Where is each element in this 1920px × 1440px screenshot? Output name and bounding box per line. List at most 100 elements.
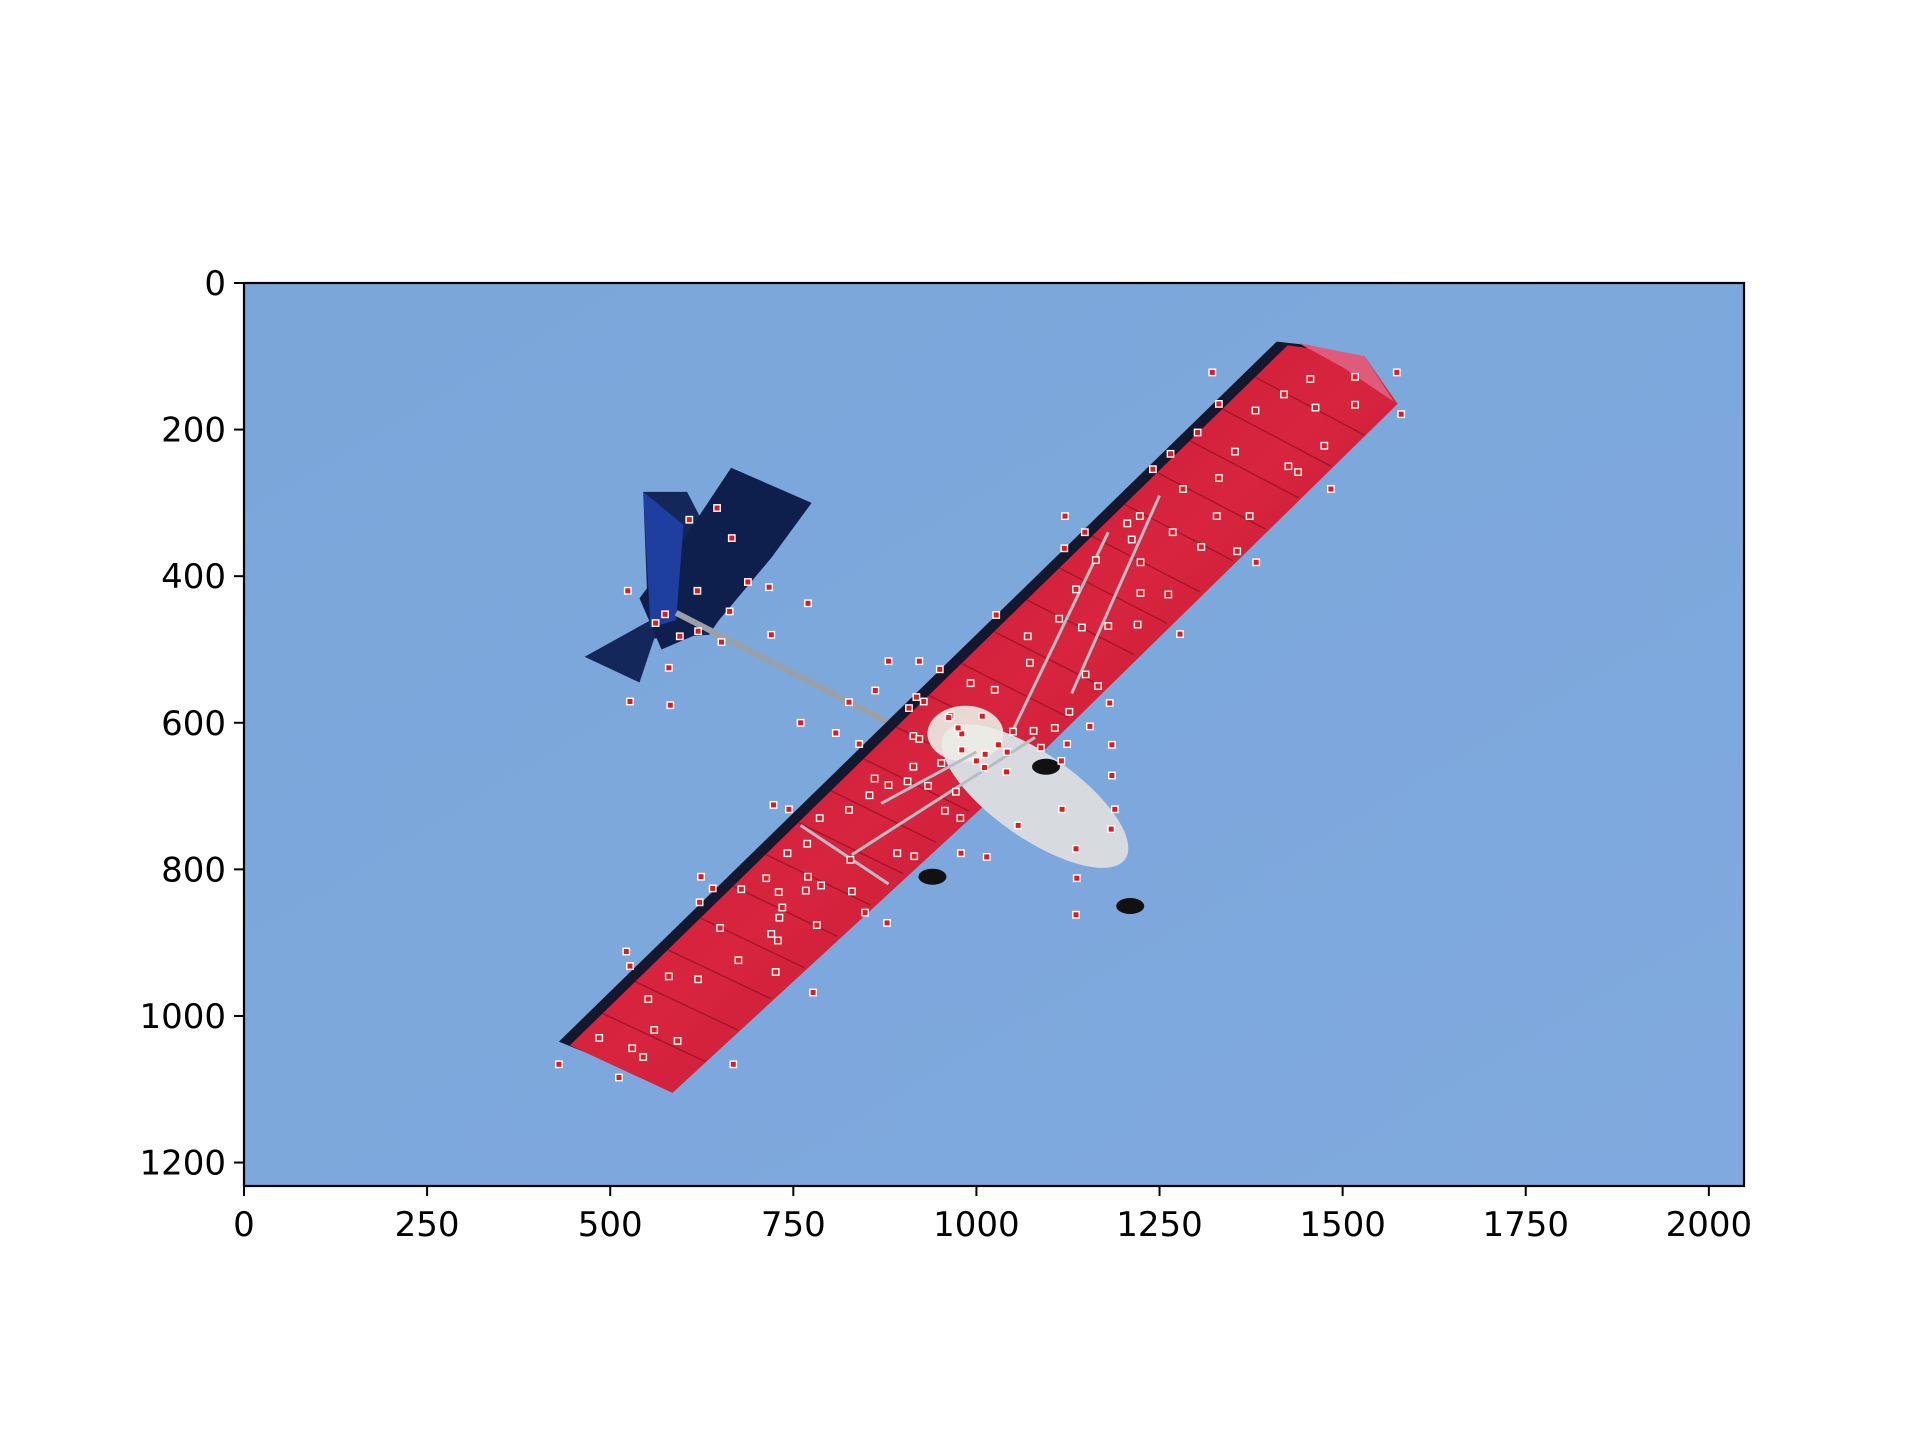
scatter-point: [954, 724, 963, 732]
scatter-point: [771, 968, 780, 976]
scatter-point: [1397, 410, 1406, 419]
scatter-point: [695, 898, 704, 907]
scatter-point: [884, 657, 893, 666]
scatter-point: [1050, 724, 1059, 732]
scatter-point: [734, 956, 743, 965]
scatter-point: [855, 740, 864, 748]
scatter-points: [555, 368, 1406, 1082]
x-tick-label: 1750: [1482, 1205, 1569, 1245]
scatter-point: [966, 679, 975, 688]
fuselage: [941, 724, 1129, 868]
scatter-point: [775, 913, 784, 922]
scatter-point: [1326, 485, 1335, 493]
scatter-point: [1214, 400, 1223, 408]
scatter-point: [1197, 543, 1206, 551]
scatter-point: [972, 757, 981, 765]
scatter-point: [1009, 727, 1017, 736]
scatter-point: [1085, 722, 1094, 731]
scatter-point: [783, 849, 792, 858]
scatter-point: [990, 685, 999, 694]
scatter-point: [1091, 556, 1100, 565]
scatter-point: [1392, 368, 1401, 377]
scatter-point: [1208, 368, 1217, 377]
scatter-point: [664, 972, 673, 981]
scatter-point: [846, 855, 855, 864]
x-tick-label: 1250: [1116, 1205, 1203, 1245]
scatter-point: [1306, 375, 1315, 383]
scatter-point: [1080, 528, 1089, 537]
scatter-point: [981, 750, 990, 759]
scatter-point: [1127, 535, 1136, 544]
scatter-point: [883, 919, 892, 927]
scatter-point: [1072, 844, 1080, 853]
scatter-point: [737, 885, 746, 894]
scatter-point: [1164, 590, 1173, 599]
scatter-point: [762, 874, 771, 883]
scatter-point: [1133, 620, 1142, 629]
scatter-point: [1284, 462, 1293, 471]
scatter-point: [1014, 821, 1023, 830]
tail-fin: [643, 491, 684, 628]
scatter-point: [725, 607, 734, 616]
scatter-point: [957, 746, 966, 754]
scatter-point: [1029, 726, 1038, 735]
wing-strut: [1011, 531, 1110, 731]
scatter-point: [729, 1060, 738, 1069]
aircraft-photo: [244, 283, 1744, 1186]
scatter-point: [915, 735, 924, 743]
scatter-point: [845, 698, 853, 707]
scatter-point: [1123, 519, 1132, 528]
landing-wheel: [918, 868, 947, 885]
scatter-point: [1058, 805, 1067, 814]
scatter-point: [1193, 428, 1202, 437]
wing-strut: [880, 750, 978, 805]
landing-wheel: [1116, 898, 1145, 915]
wing-strut: [1070, 494, 1161, 695]
y-tick-label: 800: [161, 850, 226, 890]
scatter-point: [1023, 632, 1032, 641]
scatter-point: [767, 930, 776, 938]
scatter-point: [644, 995, 653, 1004]
y-tick-label: 1200: [139, 1144, 226, 1184]
scatter-point: [744, 578, 752, 586]
scatter-point: [915, 657, 924, 666]
scatter-point: [716, 924, 725, 932]
scatter-point: [871, 686, 880, 695]
scatter-point: [651, 619, 660, 628]
scatter-point: [812, 921, 821, 930]
scatter-point: [628, 1044, 637, 1053]
scatter-point: [708, 884, 717, 893]
scatter-point: [994, 740, 1003, 749]
y-tick-label: 1000: [139, 997, 226, 1037]
scatter-point: [595, 1033, 604, 1042]
scatter-point: [1104, 622, 1113, 630]
scatter-point: [1166, 449, 1175, 458]
scatter-point: [1179, 485, 1187, 493]
scatter-point: [804, 872, 812, 881]
scatter-point: [804, 599, 812, 608]
tail-boom: [674, 610, 920, 741]
scatter-point: [831, 729, 840, 737]
scatter-point: [1136, 589, 1145, 597]
scatter-point: [767, 630, 776, 639]
scatter-point: [713, 504, 722, 512]
scatter-point: [893, 849, 902, 858]
scatter-point: [1072, 874, 1081, 883]
scatter-point: [980, 763, 989, 772]
scatter-point: [639, 1053, 648, 1061]
x-tick-label: 2000: [1666, 1205, 1753, 1245]
scatter-point: [1233, 547, 1242, 556]
scatter-point: [1055, 614, 1064, 623]
scatter-point: [910, 852, 919, 861]
y-axis: 0 200 400 600 800 1000 1200: [139, 264, 244, 1184]
scatter-point: [1168, 528, 1177, 537]
wing-strut: [799, 824, 890, 886]
scatter-point: [884, 781, 893, 790]
scatter-point: [785, 805, 793, 814]
scatter-point: [666, 701, 675, 710]
scatter-point: [865, 791, 874, 800]
scatter-point: [1003, 748, 1012, 757]
x-tick-label: 1000: [933, 1205, 1020, 1245]
scatter-point: [1110, 805, 1119, 814]
scatter-point: [905, 704, 913, 713]
